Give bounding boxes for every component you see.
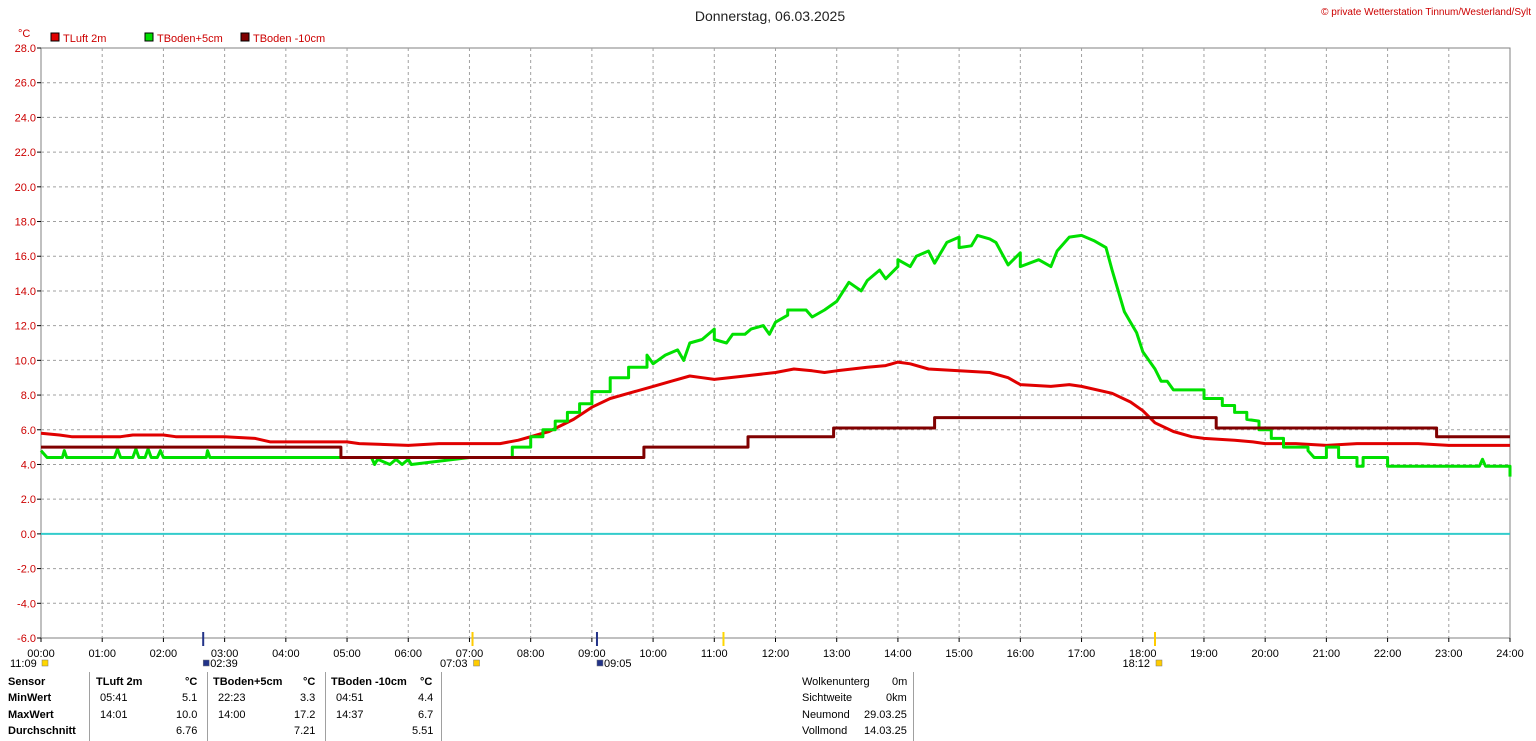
series-line-tboden-10cm [41,416,1510,459]
row-label-avg: Durchschnitt [8,725,76,737]
extra-label: Vollmond [802,725,848,737]
legend-label: TLuft 2m [63,33,106,45]
x-tick-label: 19:00 [1190,648,1218,660]
x-tick-label: 13:00 [823,648,851,660]
y-tick-label: 16.0 [15,251,36,263]
extra-value: 29.03.25 [864,709,907,721]
y-tick-label: 12.0 [15,321,36,333]
avg-value: 5.51 [412,725,434,737]
x-tick-label: 22:00 [1374,648,1402,660]
min-time: 04:51 [336,692,364,704]
x-tick-label: 03:00 [211,648,239,660]
min-value: 4.4 [418,692,434,704]
row-label-max: MaxWert [8,709,54,721]
x-tick-label: 05:00 [333,648,361,660]
x-tick-label: 08:00 [517,648,545,660]
y-tick-label: 14.0 [15,286,36,298]
x-tick-label: 11:00 [701,648,728,660]
temperature-chart: Donnerstag, 06.03.2025 © private Wetterst… [10,7,1531,670]
legend-swatch [144,32,154,42]
y-tick-label: 10.0 [15,355,36,367]
max-time: 14:00 [218,709,246,721]
max-value: 10.0 [176,709,198,721]
sensor-name: TBoden+5cm [213,676,283,688]
row-label-min: MinWert [8,692,52,704]
sensor-unit: °C [185,676,198,688]
x-tick-label: 00:00 [27,648,55,660]
extra-value: 0km [886,692,907,704]
x-tick-label: 02:00 [150,648,178,660]
y-tick-label: 4.0 [21,459,36,471]
moon-icon [596,659,604,667]
x-tick-label: 07:00 [456,648,484,660]
x-tick-label: 04:00 [272,648,300,660]
y-tick-label: 2.0 [21,494,36,506]
y-tick-label: -2.0 [17,564,36,576]
copyright-text: © private Wetterstation Tinnum/Westerlan… [1321,7,1531,18]
y-axis-unit: °C [18,28,30,40]
max-time: 14:37 [336,709,364,721]
time-marker-label: 09:05 [604,658,632,670]
x-tick-label: 15:00 [945,648,973,660]
x-tick-label: 16:00 [1007,648,1035,660]
legend-label: TBoden+5cm [157,33,223,45]
extra-value: 14.03.25 [864,725,907,737]
x-tick-label: 10:00 [639,648,667,660]
sensor-unit: °C [420,676,433,688]
y-tick-label: 22.0 [15,147,36,159]
y-tick-label: 28.0 [15,43,36,55]
y-tick-label: 24.0 [15,112,36,124]
y-tick-label: 0.0 [21,529,36,541]
sunrise-icon [473,659,480,667]
x-tick-label: 21:00 [1313,648,1341,660]
y-tick-label: 6.0 [21,425,36,437]
sunset-icon [1155,659,1163,667]
time-marker-label: 18:12 [1122,658,1150,670]
series-line-tluft-2m [40,360,1510,447]
x-tick-label: 09:00 [578,648,606,660]
y-tick-label: -4.0 [17,598,36,610]
time-marker-label: 02:39 [210,658,238,670]
min-value: 3.3 [300,692,316,704]
extra-label: Neumond [802,709,850,721]
extra-label: Sichtweite [802,692,853,704]
y-tick-label: -6.0 [17,633,36,645]
extra-label: Wolkenunterg [802,676,870,688]
x-tick-label: 12:00 [762,648,790,660]
time-marker-label: 07:03 [440,658,468,670]
min-time: 05:41 [100,692,128,704]
y-tick-label: 26.0 [15,78,36,90]
min-time: 22:23 [218,692,246,704]
legend-label: TBoden -10cm [253,33,325,45]
min-value: 5.1 [182,692,198,704]
max-time: 14:01 [100,709,128,721]
avg-value: 7.21 [294,725,316,737]
x-tick-label: 18:00 [1129,648,1157,660]
time-marker-label: 11:09 [10,658,37,670]
chart-title: Donnerstag, 06.03.2025 [695,8,845,24]
y-tick-label: 20.0 [15,182,36,194]
x-tick-label: 20:00 [1251,648,1279,660]
stats-panel: Sensor MinWert MaxWert Durchschnitt TLuf… [0,672,1536,741]
x-tick-label: 17:00 [1068,648,1096,660]
max-value: 6.7 [418,709,434,721]
y-tick-label: 18.0 [15,217,36,229]
sensor-name: TLuft 2m [96,676,143,688]
sensor-unit: °C [303,676,316,688]
y-tick-label: 8.0 [21,390,36,402]
extra-value: 0m [892,676,908,688]
moon-set-icon [41,659,49,667]
x-tick-label: 23:00 [1435,648,1463,660]
legend-swatch [240,32,250,42]
avg-value: 6.76 [176,725,198,737]
x-tick-label: 24:00 [1496,648,1524,660]
moon-rise-icon [202,659,210,667]
x-tick-label: 06:00 [394,648,422,660]
legend-swatch [50,32,60,42]
sensor-name: TBoden -10cm [331,676,407,688]
x-tick-label: 14:00 [884,648,912,660]
row-label-sensor: Sensor [8,676,46,688]
x-tick-label: 01:00 [88,648,116,660]
max-value: 17.2 [294,709,316,721]
